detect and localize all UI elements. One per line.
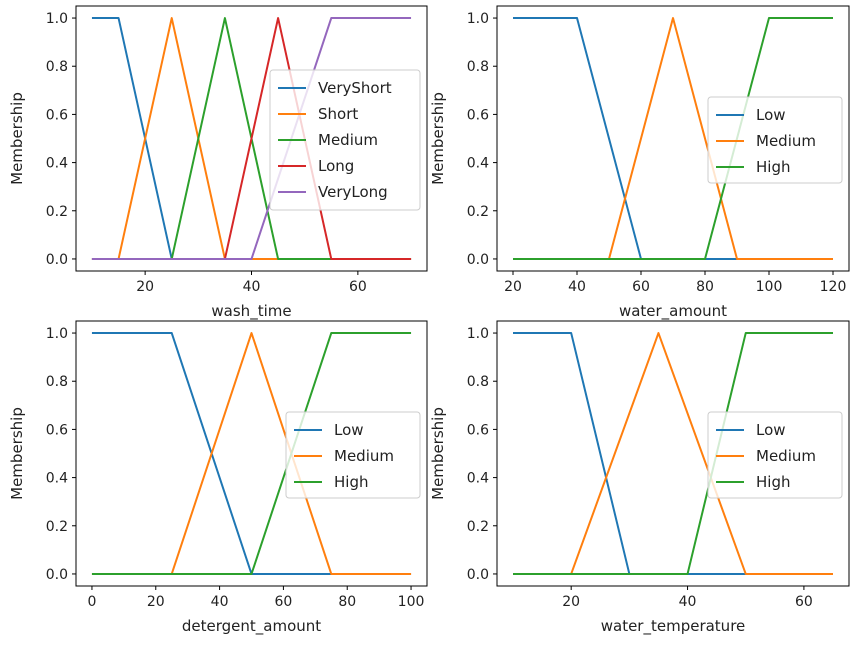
y-tick-label: 0.2 xyxy=(467,519,489,535)
y-tick-label: 1.0 xyxy=(46,11,68,27)
x-tick-label: 60 xyxy=(349,279,367,295)
x-tick-label: 20 xyxy=(562,594,580,610)
x-tick-label: 80 xyxy=(338,594,356,610)
x-tick-label: 20 xyxy=(147,594,165,610)
legend-box xyxy=(269,69,421,211)
x-tick-label: 40 xyxy=(243,279,261,295)
y-tick-label: 0.6 xyxy=(467,422,489,438)
axes-frame xyxy=(496,5,850,272)
legend-entry-medium: Medium xyxy=(756,132,816,150)
y-tick-label: 0.6 xyxy=(467,107,489,123)
x-tick-label: 60 xyxy=(795,594,813,610)
x-tick-label: 40 xyxy=(211,594,229,610)
subplot-3: 0.0 0.2 0.4 0.6 0.8 1.0 0 20 40 60 80 100 detergent_… xyxy=(8,320,428,636)
legend: Low Medium High xyxy=(707,411,843,499)
x-tick-label: 100 xyxy=(756,279,783,295)
y-tick-label: 0.4 xyxy=(46,156,68,172)
y-tick-label: 0.8 xyxy=(46,374,68,390)
x-axis-label: detergent_amount xyxy=(182,617,321,636)
y-tick-label: 0.2 xyxy=(46,204,68,220)
legend-entry-medium: Medium xyxy=(318,131,378,149)
x-axis-label: water_temperature xyxy=(601,617,746,636)
legend-entry-low: Low xyxy=(756,106,786,124)
legend-entry-medium: Medium xyxy=(756,447,816,465)
y-tick-label: 0.0 xyxy=(467,252,489,268)
y-tick-label: 0.8 xyxy=(46,59,68,75)
y-tick-label: 0.8 xyxy=(467,374,489,390)
legend-entry-low: Low xyxy=(756,421,786,439)
y-axis-label: Membership xyxy=(8,92,26,185)
y-tick-label: 0.6 xyxy=(46,107,68,123)
x-tick-label: 60 xyxy=(632,279,650,295)
subplot-2: 0.0 0.2 0.4 0.6 0.8 1.0 20 40 60 80 100 120 water_am… xyxy=(429,5,850,321)
x-tick-label: 0 xyxy=(87,594,96,610)
y-tick-label: 0.4 xyxy=(46,471,68,487)
y-tick-label: 0.4 xyxy=(467,471,489,487)
legend-entry-short: Short xyxy=(318,105,358,123)
y-axis-label: Membership xyxy=(8,407,26,500)
legend: Low Medium High xyxy=(285,411,421,499)
x-tick-label: 100 xyxy=(398,594,425,610)
y-tick-label: 1.0 xyxy=(46,326,68,342)
y-axis-label: Membership xyxy=(429,407,447,500)
legend-box xyxy=(707,411,843,499)
legend-entry-verylong: VeryLong xyxy=(318,183,388,201)
y-tick-label: 1.0 xyxy=(467,326,489,342)
axes-frame xyxy=(75,320,428,587)
x-tick-label: 80 xyxy=(696,279,714,295)
legend-entry-medium: Medium xyxy=(334,447,394,465)
legend: Low Medium High xyxy=(707,96,843,184)
y-tick-label: 0.0 xyxy=(46,252,68,268)
legend-entry-veryshort: VeryShort xyxy=(318,79,392,97)
legend-entry-high: High xyxy=(756,158,790,176)
y-tick-label: 1.0 xyxy=(467,11,489,27)
y-tick-label: 0.8 xyxy=(467,59,489,75)
x-axis-label: water_amount xyxy=(619,302,727,321)
y-tick-label: 0.6 xyxy=(46,422,68,438)
legend-box xyxy=(285,411,421,499)
y-tick-label: 0.4 xyxy=(467,156,489,172)
axes-frame xyxy=(496,320,850,587)
x-tick-label: 40 xyxy=(568,279,586,295)
y-tick-label: 0.0 xyxy=(46,567,68,583)
x-axis-label: wash_time xyxy=(211,302,291,321)
x-tick-label: 40 xyxy=(679,594,697,610)
legend-entry-high: High xyxy=(756,473,790,491)
x-tick-label: 60 xyxy=(274,594,292,610)
subplot-1: 0.0 0.2 0.4 0.6 0.8 1.0 20 40 60 wash_time Members… xyxy=(8,5,428,321)
y-axis-label: Membership xyxy=(429,92,447,185)
y-tick-label: 0.0 xyxy=(467,567,489,583)
x-tick-label: 20 xyxy=(504,279,522,295)
series-line-low xyxy=(513,332,833,575)
legend: VeryShort Short Medium Long VeryLong xyxy=(269,69,421,211)
legend-box xyxy=(707,96,843,184)
subplot-4: 0.0 0.2 0.4 0.6 0.8 1.0 20 40 60 water_temperatur… xyxy=(429,320,850,636)
legend-entry-long: Long xyxy=(318,157,354,175)
y-tick-label: 0.2 xyxy=(467,204,489,220)
x-tick-label: 20 xyxy=(136,279,154,295)
legend-entry-low: Low xyxy=(334,421,364,439)
legend-entry-high: High xyxy=(334,473,368,491)
y-tick-label: 0.2 xyxy=(46,519,68,535)
x-tick-label: 120 xyxy=(820,279,847,295)
